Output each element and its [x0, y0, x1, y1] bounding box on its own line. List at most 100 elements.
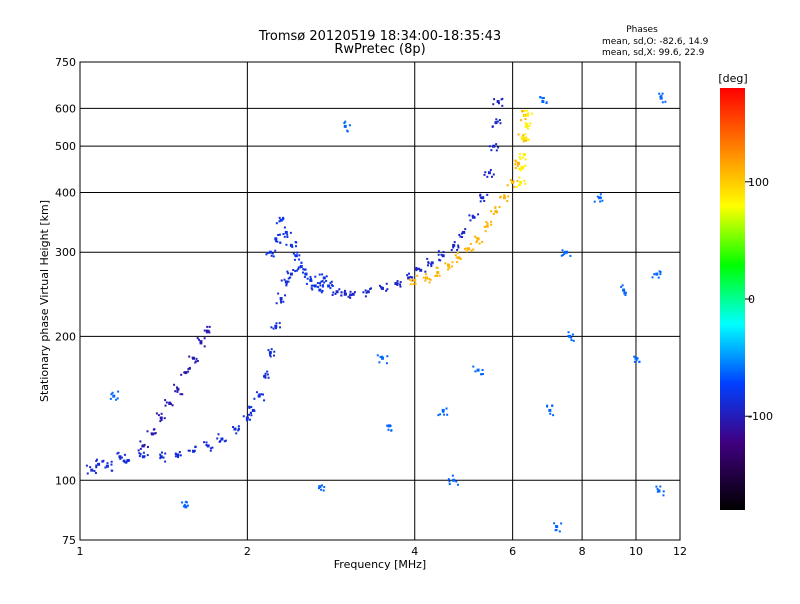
- scatter-point-halo: [206, 325, 209, 328]
- scatter-point-halo: [159, 457, 162, 460]
- scatter-point-halo: [551, 404, 554, 407]
- scatter-point-halo: [219, 439, 222, 442]
- scatter-point-halo: [523, 109, 526, 112]
- scatter-point: [476, 237, 480, 241]
- scatter-point-halo: [309, 275, 312, 278]
- scatter-point-halo: [195, 357, 198, 360]
- scatter-point-halo: [277, 292, 280, 295]
- scatter-point-halo: [664, 100, 667, 103]
- scatter-point-halo: [208, 325, 211, 328]
- x-tick-label: 10: [629, 545, 643, 558]
- scatter-point: [471, 215, 475, 219]
- scatter-point-halo: [272, 354, 275, 357]
- scatter-point-halo: [248, 413, 251, 416]
- plot-frame: [79, 61, 681, 541]
- scatter-point-halo: [385, 289, 388, 292]
- scatter-point-halo: [452, 246, 455, 249]
- scatter-point-halo: [527, 138, 530, 141]
- scatter-point: [318, 288, 322, 292]
- scatter-point-halo: [411, 276, 414, 279]
- scatter-point-halo: [659, 485, 662, 488]
- scatter-point-halo: [406, 274, 409, 277]
- scatter-point-halo: [319, 284, 322, 287]
- scatter-point: [523, 136, 527, 140]
- scatter-point-halo: [237, 425, 240, 428]
- scatter-point-halo: [171, 404, 174, 407]
- scatter-point: [467, 247, 471, 251]
- scatter-point-halo: [455, 480, 458, 483]
- scatter-point-halo: [466, 250, 469, 253]
- scatter-point-halo: [415, 266, 418, 269]
- scatter-point-halo: [304, 273, 307, 276]
- scatter-point-halo: [322, 489, 325, 492]
- scatter-point-halo: [474, 235, 477, 238]
- scatter-point-halo: [321, 289, 324, 292]
- scatter-point-halo: [279, 299, 282, 302]
- scatter-point-halo: [266, 373, 269, 376]
- scatter-point-halo: [101, 460, 104, 463]
- scatter-point-halo: [110, 393, 113, 396]
- x-tick-label: 4: [411, 545, 418, 558]
- scatter-point-halo: [182, 505, 185, 508]
- scatter-point-halo: [185, 501, 188, 504]
- x-tick-label: 12: [673, 545, 687, 558]
- scatter-point: [524, 124, 528, 128]
- scatter-point-halo: [344, 292, 347, 295]
- y-axis-label: Stationary phase Virtual Height [km]: [38, 200, 51, 402]
- scatter-point-halo: [163, 417, 166, 420]
- scatter-point-halo: [164, 399, 167, 402]
- scatter-point-halo: [330, 280, 333, 283]
- scatter-point-halo: [473, 216, 476, 219]
- scatter-point-halo: [319, 485, 322, 488]
- scatter-point-halo: [272, 255, 275, 258]
- scatter-point-halo: [529, 122, 532, 125]
- scatter-point-halo: [414, 282, 417, 285]
- scatter-point-halo: [519, 158, 522, 161]
- scatter-point-halo: [365, 291, 368, 294]
- scatter-point-halo: [479, 200, 482, 203]
- scatter-point-halo: [497, 102, 500, 105]
- scatter-point-halo: [188, 449, 191, 452]
- scatter-point-halo: [635, 359, 638, 362]
- scatter-point-halo: [396, 283, 399, 286]
- scatter-point-halo: [303, 268, 306, 271]
- scatter-point-halo: [275, 322, 278, 325]
- scatter-point: [268, 250, 272, 254]
- scatter-point-halo: [479, 193, 482, 196]
- scatter-point-halo: [498, 205, 501, 208]
- scatter-point-halo: [464, 247, 467, 250]
- scatter-point: [268, 351, 272, 355]
- scatter-point-halo: [143, 455, 146, 458]
- scatter-point-halo: [416, 274, 419, 277]
- scatter-point-halo: [492, 173, 495, 176]
- scatter-point: [452, 243, 456, 247]
- scatter-point-halo: [188, 367, 191, 370]
- scatter-point-halo: [656, 490, 659, 493]
- scatter-point-halo: [484, 230, 487, 233]
- scatter-point-halo: [312, 284, 315, 287]
- scatter-point-halo: [260, 393, 263, 396]
- scatter-point-halo: [458, 256, 461, 259]
- scatter-point-halo: [460, 232, 463, 235]
- scatter-point-halo: [439, 413, 442, 416]
- scatter-point-halo: [295, 241, 298, 244]
- scatter-point-halo: [318, 273, 321, 276]
- scatter-point-halo: [570, 336, 573, 339]
- stats-x-mode: mean, sd,X: 99.6, 22.9: [602, 48, 705, 58]
- scatter-point: [294, 254, 298, 258]
- scatter-point-halo: [344, 289, 347, 292]
- scatter-point-halo: [459, 235, 462, 238]
- scatter-point-halo: [305, 282, 308, 285]
- scatter-point-halo: [524, 133, 527, 136]
- scatter-point-halo: [426, 257, 429, 260]
- scatter-point-halo: [380, 286, 383, 289]
- scatter-point-halo: [528, 124, 531, 127]
- scatter-point-halo: [386, 424, 389, 427]
- scatter-point: [496, 100, 500, 104]
- scatter-point-halo: [475, 236, 478, 239]
- scatter-point-halo: [661, 92, 664, 95]
- scatter-point-halo: [295, 269, 298, 272]
- y-tick-label: 300: [55, 246, 76, 259]
- scatter-point-halo: [409, 275, 412, 278]
